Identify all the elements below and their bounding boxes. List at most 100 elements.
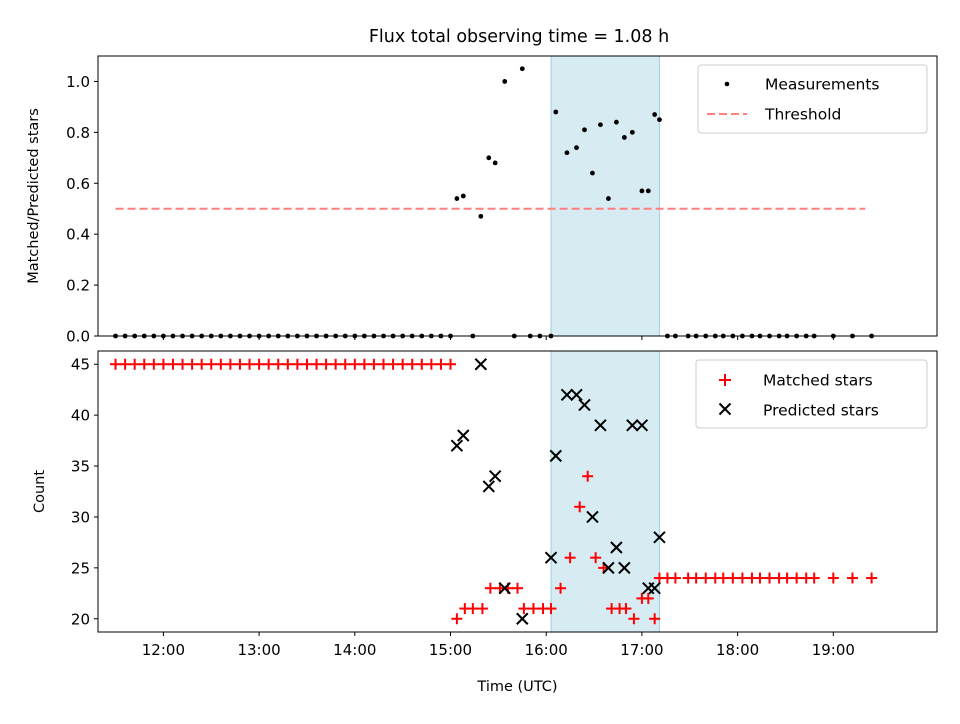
predicted-star-point — [586, 510, 599, 524]
matched-star-point — [301, 358, 313, 370]
matched-star-point — [416, 358, 428, 370]
predicted-star-point — [544, 551, 558, 564]
measurement-point — [613, 119, 619, 125]
matched-star-point — [512, 582, 523, 594]
measurement-point — [645, 188, 651, 194]
time-xlabel: Time (UTC) — [476, 679, 557, 695]
predicted-star-point — [578, 398, 591, 412]
matched-star-point — [138, 358, 150, 370]
legend-box — [695, 359, 928, 429]
matched-star-point — [378, 358, 390, 370]
predicted-star-point — [482, 480, 495, 493]
star-count-panel: 20 25 30 35 40 45 12:00 13:00 14:00 15:00 16:00 17:… — [32, 350, 938, 695]
matched-star-point — [808, 572, 820, 584]
matched-star-point — [244, 358, 256, 370]
matched-star-point — [387, 358, 399, 370]
x-tick-label: 19:00 — [812, 641, 855, 659]
chart-title: Flux total observing time = 1.08 h — [369, 27, 669, 47]
matched-star-point — [282, 358, 294, 370]
y-tick-label: 0.6 — [66, 175, 90, 193]
y-tick-label: 45 — [71, 356, 90, 374]
measurement-point — [657, 117, 662, 123]
predicted-star-point — [610, 541, 623, 554]
matched-star-point — [263, 358, 275, 370]
matched-star-point — [177, 358, 189, 370]
matched-star-point — [582, 470, 594, 482]
predicted-star-point — [488, 470, 502, 483]
matched-star-point — [425, 358, 437, 370]
x-tick-label: 16:00 — [525, 641, 568, 659]
matched-star-point — [397, 358, 409, 370]
predicted-star-point — [457, 429, 470, 442]
predicted-star-point — [570, 388, 583, 401]
matched-star-point — [311, 358, 323, 370]
matched-star-point — [620, 603, 632, 615]
matched-star-point — [119, 358, 131, 370]
measurement-point — [574, 145, 579, 151]
predicted-star-point — [635, 419, 649, 432]
measurement-point — [639, 188, 645, 194]
matched-star-point — [545, 603, 557, 615]
predicted-star-point — [549, 449, 562, 463]
matched-star-point — [484, 582, 496, 594]
matched-star-point — [215, 358, 227, 370]
measurement-point — [629, 129, 635, 135]
matched-star-point — [253, 358, 265, 370]
predicted-star-point — [560, 388, 574, 401]
star-count-frame — [97, 350, 938, 633]
predicted-star-point — [618, 561, 631, 575]
matched-star-point — [866, 572, 878, 584]
matched-star-point — [791, 572, 803, 584]
measurement-point — [598, 122, 603, 128]
predicted-star-point — [626, 419, 639, 432]
predicted-star-point — [516, 612, 529, 625]
y-tick-label: 35 — [71, 458, 90, 476]
legend-matched-label: Matched stars — [763, 372, 873, 390]
star-count-ylabel: Count — [32, 470, 48, 513]
legend-threshold-label: Threshold — [764, 106, 841, 124]
measurement-point — [478, 213, 484, 219]
matched-star-point — [435, 358, 447, 370]
x-tick-label: 14:00 — [333, 641, 376, 659]
measurement-point — [486, 155, 492, 161]
matched-star-point — [320, 358, 332, 370]
observing-window-span — [550, 55, 660, 337]
predicted-star-point — [474, 358, 488, 371]
x-tick-label: 15:00 — [429, 641, 472, 659]
measurement-point — [492, 160, 498, 166]
matched-star-point — [129, 358, 141, 370]
matched-star-point — [764, 572, 776, 584]
matched-star-point — [224, 358, 236, 370]
matched-star-point — [451, 613, 463, 625]
matched-star-point — [167, 358, 179, 370]
predicted-star-point — [450, 439, 464, 452]
measurement-point — [606, 196, 611, 201]
predicted-star-point — [653, 531, 666, 544]
matched-star-point — [205, 358, 217, 370]
y-tick-label: 1.0 — [66, 73, 90, 91]
matched-star-point — [727, 572, 739, 584]
matched-star-point — [700, 572, 712, 584]
matched-star-point — [642, 592, 654, 604]
legend-box — [697, 64, 928, 134]
matched-star-point — [574, 501, 586, 513]
measurement-point — [564, 150, 570, 156]
matched-star-point — [564, 552, 576, 564]
legend-predicted-marker — [718, 402, 732, 416]
flux-ratio-legend: Measurements Threshold — [697, 64, 928, 134]
y-tick-label: 0.4 — [66, 226, 90, 244]
flux-ratio-axes: 0.0 0.2 0.4 0.6 0.8 1.0 — [66, 73, 834, 346]
x-tick-label: 12:00 — [142, 641, 185, 659]
measurement-point — [519, 66, 525, 72]
measurement-point — [621, 135, 627, 140]
matched-star-point — [628, 613, 640, 625]
matched-star-point — [157, 358, 169, 370]
flux-ratio-panel: 0.0 0.2 0.4 0.6 0.8 1.0 Matched/Predicted sta… — [26, 55, 938, 346]
matched-star-point — [148, 358, 160, 370]
matched-star-point — [291, 358, 303, 370]
matched-star-point — [518, 603, 530, 615]
matched-star-point — [669, 572, 681, 584]
measurement-point — [502, 79, 508, 84]
matched-star-point — [368, 358, 380, 370]
